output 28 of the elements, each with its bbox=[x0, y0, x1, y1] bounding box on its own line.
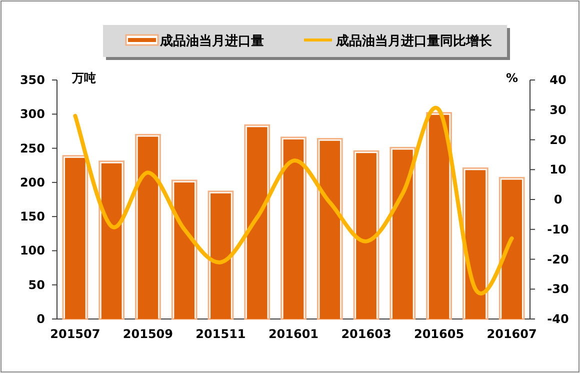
y-tick-label: 0 bbox=[36, 312, 45, 326]
y-tick-label: 350 bbox=[20, 73, 45, 87]
legend-label: 成品油当月进口量同比增长 bbox=[335, 34, 493, 49]
legend-label: 成品油当月进口量 bbox=[159, 34, 264, 49]
y2-axis-title: % bbox=[506, 71, 518, 85]
x-tick-label: 201605 bbox=[414, 327, 464, 341]
y2-tick-label: -40 bbox=[547, 312, 569, 326]
x-tick-label: 201507 bbox=[50, 327, 100, 341]
y2-tick-label: 0 bbox=[554, 192, 562, 206]
y-tick-label: 100 bbox=[20, 244, 45, 258]
x-tick-label: 201603 bbox=[341, 327, 392, 341]
y2-tick-label: 10 bbox=[550, 162, 566, 177]
y2-tick-label: -30 bbox=[547, 282, 569, 296]
y2-tick-label: -10 bbox=[547, 222, 569, 236]
y-tick-label: 300 bbox=[20, 107, 45, 122]
x-tick-label: 201509 bbox=[122, 327, 174, 341]
y2-tick-label: 40 bbox=[550, 73, 566, 87]
y-tick-label: 250 bbox=[20, 141, 45, 156]
y-tick-label: 50 bbox=[28, 278, 45, 292]
y2-tick-label: 20 bbox=[550, 132, 566, 147]
x-tick-label: 201607 bbox=[486, 327, 537, 341]
y-axis-title: 万吨 bbox=[71, 71, 96, 85]
y2-tick-label: 30 bbox=[550, 102, 566, 117]
x-tick-label: 201511 bbox=[196, 327, 246, 341]
y-tick-label: 200 bbox=[20, 175, 45, 190]
y2-tick-label: -20 bbox=[547, 252, 569, 266]
y-tick-label: 150 bbox=[20, 210, 45, 224]
x-tick-label: 201601 bbox=[268, 327, 319, 341]
